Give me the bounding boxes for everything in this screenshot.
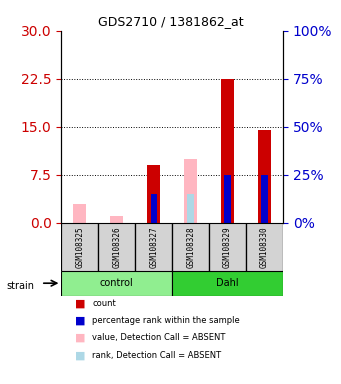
Bar (188, 194, 194, 223)
Bar (258, 130, 271, 223)
Bar (221, 79, 234, 223)
Text: control: control (100, 278, 134, 288)
FancyBboxPatch shape (172, 223, 209, 271)
Text: GSM108330: GSM108330 (260, 226, 269, 268)
Text: ■: ■ (75, 350, 86, 360)
Text: percentage rank within the sample: percentage rank within the sample (92, 316, 240, 325)
FancyBboxPatch shape (98, 223, 135, 271)
Text: GSM108325: GSM108325 (75, 226, 84, 268)
FancyBboxPatch shape (209, 223, 246, 271)
Text: ■: ■ (75, 298, 86, 308)
FancyBboxPatch shape (135, 223, 172, 271)
Bar (184, 159, 197, 223)
Text: GDS2710 / 1381862_at: GDS2710 / 1381862_at (98, 15, 243, 28)
Bar (147, 165, 160, 223)
FancyBboxPatch shape (246, 223, 283, 271)
Bar (261, 175, 268, 223)
Text: GSM108329: GSM108329 (223, 226, 232, 268)
Text: GSM108327: GSM108327 (149, 226, 158, 268)
FancyBboxPatch shape (61, 223, 98, 271)
FancyBboxPatch shape (172, 271, 283, 296)
FancyBboxPatch shape (61, 271, 172, 296)
Bar (73, 204, 86, 223)
Bar (110, 216, 123, 223)
Text: ■: ■ (75, 316, 86, 326)
Text: count: count (92, 299, 116, 308)
Text: GSM108328: GSM108328 (186, 226, 195, 268)
Text: ■: ■ (75, 333, 86, 343)
Text: Dahl: Dahl (216, 278, 239, 288)
Bar (224, 175, 231, 223)
Text: GSM108326: GSM108326 (112, 226, 121, 268)
Text: rank, Detection Call = ABSENT: rank, Detection Call = ABSENT (92, 351, 221, 360)
Bar (150, 194, 157, 223)
Text: strain: strain (7, 281, 35, 291)
Text: value, Detection Call = ABSENT: value, Detection Call = ABSENT (92, 333, 225, 343)
